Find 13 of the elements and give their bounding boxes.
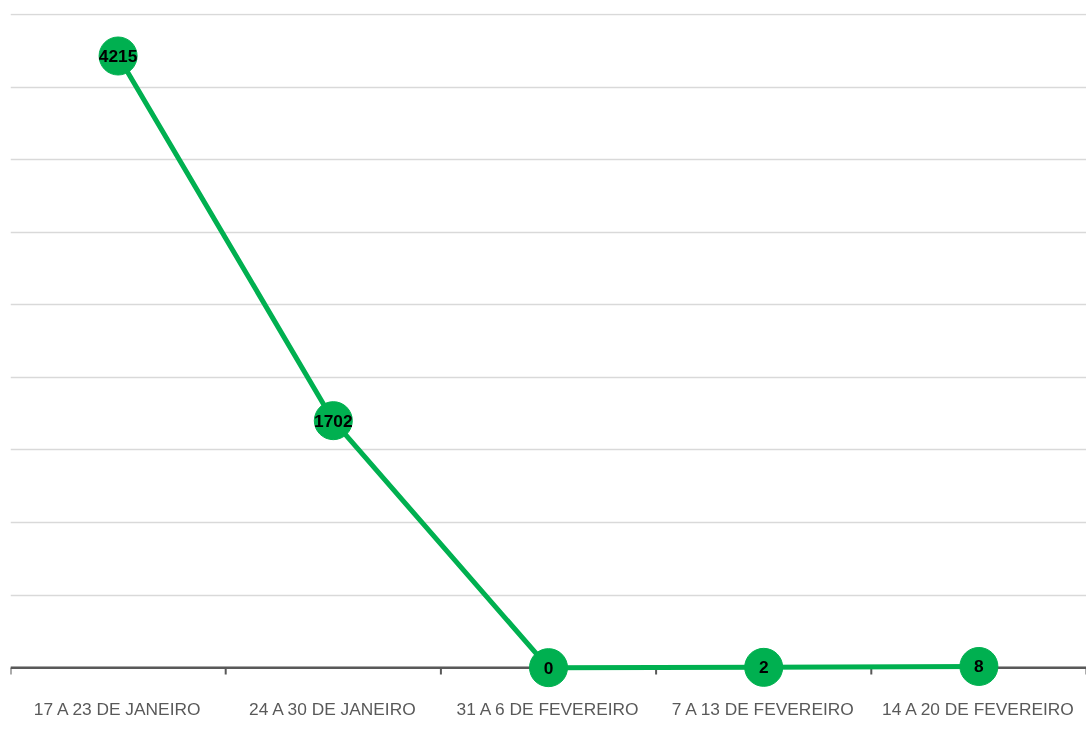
data-label: 0 — [543, 657, 554, 678]
point — [529, 648, 568, 688]
data-label: 4215 — [98, 46, 138, 66]
data-label: 1702 — [314, 410, 353, 431]
point — [744, 647, 784, 687]
x-tick-label: 24 A 30 DE JANEIRO — [249, 698, 416, 719]
data-label: 2 — [758, 657, 769, 678]
data-label: 8 — [974, 656, 985, 677]
x-tick-label: 7 A 13 DE FEVEREIRO — [671, 698, 854, 719]
x-tick-label: 14 A 20 DE FEVEREIRO — [882, 698, 1074, 719]
point — [959, 647, 999, 686]
x-tick-label: 17 A 23 DE JANEIRO — [33, 698, 201, 719]
x-tick-label: 31 A 6 DE FEVEREIRO — [456, 698, 639, 719]
